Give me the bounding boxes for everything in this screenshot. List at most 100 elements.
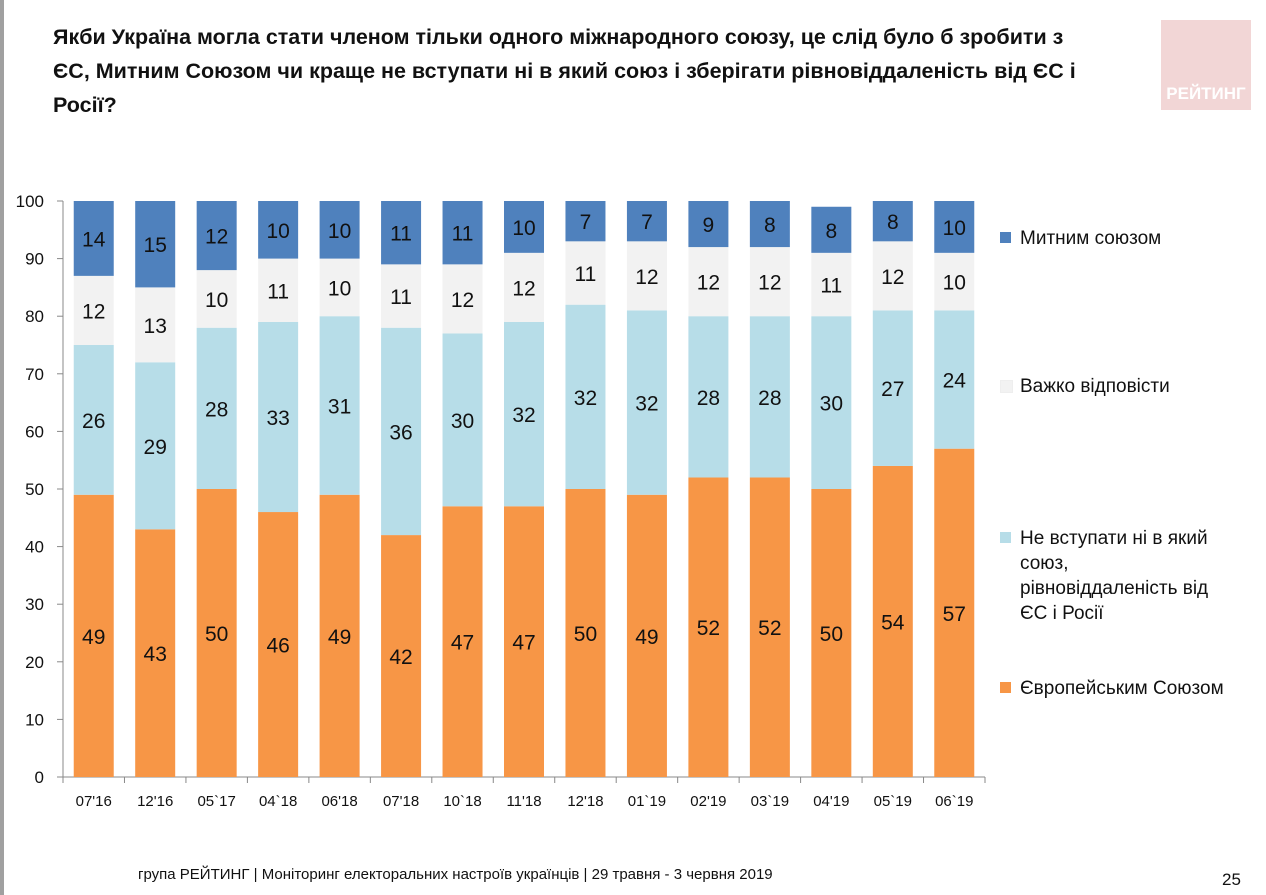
- bar-segment: [319, 494, 360, 777]
- data-label: 33: [266, 407, 289, 430]
- data-label: 11: [452, 223, 474, 246]
- bar-segment: [934, 201, 975, 253]
- data-label: 10: [943, 217, 966, 240]
- data-label: 12: [697, 272, 720, 295]
- x-tick-label: 07'18: [383, 793, 419, 810]
- data-label: 7: [580, 211, 592, 234]
- y-tick-label: 60: [25, 422, 44, 441]
- legend-swatch: [1000, 232, 1011, 243]
- x-tick-label: 05`17: [197, 793, 235, 810]
- bar-segment: [872, 241, 913, 311]
- bar-segment: [504, 252, 544, 322]
- data-label: 32: [635, 393, 658, 416]
- bar-segment: [258, 201, 299, 259]
- data-label: 12: [635, 266, 658, 289]
- bar-segment: [258, 258, 299, 322]
- data-label: 28: [758, 387, 781, 410]
- x-tick-label: 03`19: [751, 793, 789, 810]
- bar-segment: [442, 506, 483, 777]
- data-label: 50: [205, 623, 228, 646]
- page-number: 25: [1222, 870, 1241, 889]
- y-tick-label: 30: [25, 595, 44, 614]
- bar-segment: [381, 264, 422, 328]
- data-label: 12: [205, 226, 228, 249]
- y-tick-label: 20: [25, 653, 44, 672]
- bar-segment: [811, 252, 852, 317]
- bar-segment: [319, 201, 360, 259]
- bar-segment: [196, 201, 237, 271]
- legend-item-customs: Митним союзом: [1000, 226, 1161, 251]
- data-label: 15: [144, 234, 167, 257]
- bar-segment: [934, 448, 975, 777]
- data-label: 8: [887, 211, 899, 234]
- data-label: 12: [82, 300, 105, 323]
- data-label: 11: [267, 280, 289, 303]
- bar-segment: [381, 535, 422, 777]
- data-label: 12: [512, 277, 535, 300]
- data-label: 29: [144, 436, 167, 459]
- data-label: 24: [943, 370, 967, 393]
- x-tick-label: 11'18: [506, 793, 541, 810]
- data-label: 10: [266, 220, 289, 243]
- bar-segment: [626, 494, 667, 777]
- bar-segment: [442, 333, 483, 507]
- data-label: 47: [512, 632, 535, 655]
- data-label: 32: [512, 404, 535, 427]
- bar-segment: [688, 247, 729, 317]
- data-label: 43: [144, 643, 167, 666]
- bar-segment: [934, 310, 975, 449]
- x-tick-label: 12'16: [137, 793, 173, 810]
- data-label: 10: [512, 217, 535, 240]
- data-label: 49: [82, 626, 105, 649]
- y-tick-label: 90: [25, 250, 44, 269]
- data-label: 8: [764, 214, 776, 237]
- page-title: Якби Україна могла стати членом тільки о…: [53, 25, 1076, 117]
- data-label: 10: [328, 220, 351, 243]
- data-label: 13: [144, 315, 167, 338]
- bar-segment: [872, 310, 913, 466]
- data-label: 57: [943, 603, 966, 626]
- data-label: 50: [574, 623, 597, 646]
- y-tick-label: 10: [25, 710, 44, 729]
- data-label: 28: [697, 387, 720, 410]
- bar-segment: [504, 201, 544, 253]
- bar-segment: [504, 321, 544, 507]
- bar-segment: [565, 489, 606, 777]
- x-tick-label: 04'19: [813, 793, 849, 810]
- bar-segment: [934, 252, 975, 311]
- bar-segment: [565, 201, 606, 242]
- data-label: 11: [575, 263, 597, 286]
- y-tick-label: 70: [25, 365, 44, 384]
- bar-segment: [135, 362, 176, 530]
- data-label: 28: [205, 398, 228, 421]
- bar-segment: [135, 529, 176, 777]
- data-label: 30: [820, 393, 843, 416]
- x-tick-label: 12'18: [567, 793, 603, 810]
- bar-segment: [73, 201, 114, 276]
- data-label: 10: [943, 272, 966, 295]
- bar-segment: [688, 316, 729, 478]
- legend-item-neutral: Не вступати ні в який союз, рівновіддале…: [1000, 526, 1230, 626]
- data-label: 49: [328, 626, 351, 649]
- legend-item-hard-to-say: Важко відповісти: [1000, 374, 1170, 399]
- footer: група РЕЙТИНГ | Моніторинг електоральних…: [138, 866, 773, 883]
- x-tick-label: 06'18: [321, 793, 357, 810]
- data-label: 7: [641, 211, 653, 234]
- bar-segment: [319, 316, 360, 495]
- y-tick-label: 0: [35, 768, 44, 787]
- bar-segment: [626, 241, 667, 311]
- data-label: 14: [82, 228, 106, 251]
- x-tick-label: 10`18: [443, 793, 481, 810]
- bar-segment: [381, 201, 422, 265]
- data-label: 26: [82, 410, 105, 433]
- x-tick-label: 04`18: [259, 793, 297, 810]
- data-label: 52: [697, 617, 720, 640]
- data-label: 10: [205, 289, 228, 312]
- bar-segment: [688, 477, 729, 777]
- bar-segment: [73, 494, 114, 777]
- data-label: 47: [451, 632, 474, 655]
- bar-segment: [196, 327, 237, 489]
- data-label: 8: [825, 220, 837, 243]
- x-tick-label: 01`19: [628, 793, 666, 810]
